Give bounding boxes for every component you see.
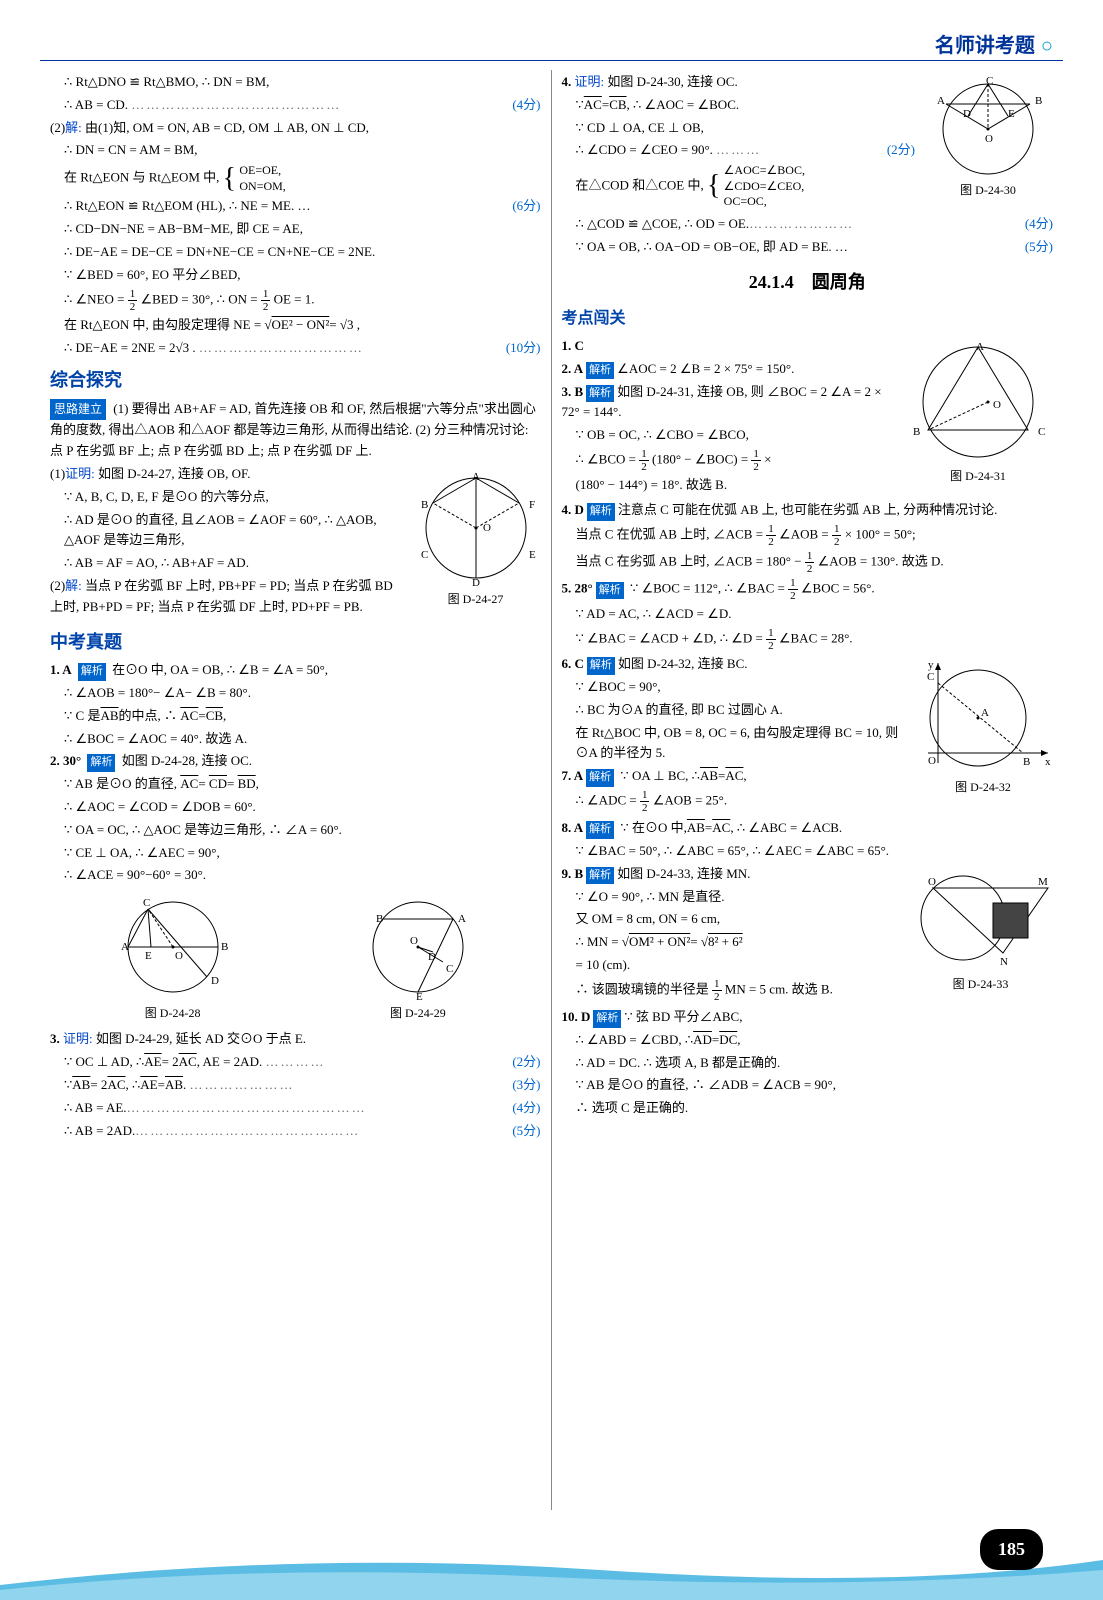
text-line: ∴ DN = CN = AM = BM, bbox=[50, 140, 541, 161]
text-line: ∴ AD = DC. ∴ 选项 A, B 都是正确的. bbox=[562, 1053, 1054, 1074]
text-line: ∴ ∠ACE = 90°−60° = 30°. bbox=[50, 865, 541, 886]
text-line: ∵ AB 是⊙O 的直径, AC= CD= BD, bbox=[50, 774, 541, 795]
text-line: ∴ DE−AE = DE−CE = DN+NE−CE = CN+NE−CE = … bbox=[50, 242, 541, 263]
q2: 2. 30° 解析 如图 D-24-28, 连接 OC. bbox=[50, 751, 541, 772]
svg-text:O: O bbox=[928, 876, 936, 888]
q8r: 8. A解析 ∵ 在⊙O 中,AB=AC, ∴ ∠ABC = ∠ACB. bbox=[562, 818, 1054, 839]
figure-d-24-32: x y C A B O 图 D-24-32 bbox=[913, 658, 1053, 797]
q10r: 10. D解析∵ 弦 BD 平分∠ABC, bbox=[562, 1007, 1054, 1028]
svg-text:B: B bbox=[221, 941, 228, 953]
svg-text:O: O bbox=[175, 950, 183, 962]
svg-text:F: F bbox=[529, 499, 535, 511]
q3: 3. 证明: 如图 D-24-29, 延长 AD 交⊙O 于点 E. bbox=[50, 1029, 541, 1050]
text-line: ∴ ∠AOB = 180°− ∠A− ∠B = 80°. bbox=[50, 683, 541, 704]
text-line: ∴ Rt△DNO ≌ Rt△BMO, ∴ DN = BM, bbox=[50, 72, 541, 93]
header-title: 名师讲考题○ bbox=[935, 30, 1053, 62]
svg-text:C: C bbox=[446, 963, 453, 975]
svg-text:C: C bbox=[927, 671, 934, 683]
svg-text:D: D bbox=[472, 577, 480, 588]
text-line: 当点 C 在劣弧 AB 上时, ∠ACB = 180° − 12 ∠AOB = … bbox=[562, 550, 1054, 575]
svg-text:B: B bbox=[1035, 95, 1042, 107]
svg-text:M: M bbox=[1038, 876, 1048, 888]
text-line: 当点 C 在优弧 AB 上时, ∠ACB = 12 ∠AOB = 12 × 10… bbox=[562, 523, 1054, 548]
svg-text:O: O bbox=[993, 399, 1001, 411]
svg-text:E: E bbox=[529, 549, 536, 561]
svg-text:y: y bbox=[928, 659, 934, 671]
text-line: ∵ ∠BED = 60°, EO 平分∠BED, bbox=[50, 265, 541, 286]
section-zonghe: 综合探究 bbox=[50, 366, 541, 395]
text-line: ∵ OA = OB, ∴ OA−OD = OB−OE, 即 AD = BE. …… bbox=[562, 237, 1054, 258]
section-kaodian: 考点闯关 bbox=[562, 306, 1054, 332]
text-line: ∴ AB = AE.…………………………………………(4分) bbox=[50, 1098, 541, 1119]
q1: 1. A 解析 在⊙O 中, OA = OB, ∴ ∠B = ∠A = 50°, bbox=[50, 660, 541, 681]
svg-text:A: A bbox=[981, 707, 989, 719]
svg-text:O: O bbox=[928, 755, 936, 767]
text-line: ∵ OA = OC, ∴ △AOC 是等边三角形, ∴ ∠A = 60°. bbox=[50, 820, 541, 841]
text-line: ∴ CD−DN−NE = AB−BM−ME, 即 CE = AE, bbox=[50, 219, 541, 240]
figure-d-24-33: O M N 图 D-24-33 bbox=[908, 868, 1053, 994]
q4r: 4. D解析注意点 C 可能在优弧 AB 上, 也可能在劣弧 AB 上, 分两种… bbox=[562, 500, 1054, 521]
figure-d-24-31: A B C O 图 D-24-31 bbox=[903, 340, 1053, 486]
text-line: ∴ DE−AE = 2NE = 2√3 . …………………………… (10分) bbox=[50, 338, 541, 359]
text-line: ∴ AB = CD. …………………………………… (4分) bbox=[50, 95, 541, 116]
page-number: 185 bbox=[980, 1529, 1043, 1570]
section-zhongkao: 中考真题 bbox=[50, 628, 541, 657]
svg-text:E: E bbox=[145, 950, 152, 962]
svg-text:B: B bbox=[376, 913, 383, 925]
svg-text:D: D bbox=[211, 975, 219, 987]
text-line: ∵ AD = AC, ∴ ∠ACD = ∠D. bbox=[562, 604, 1054, 625]
text-line: ∵ AB 是⊙O 的直径, ∴ ∠ADB = ∠ACB = 90°, bbox=[562, 1075, 1054, 1096]
text-line: ∴ AB = 2AD.………………………………………(5分) bbox=[50, 1121, 541, 1142]
footer-swoosh bbox=[0, 1545, 1103, 1600]
text-line: ∴ ∠ABD = ∠CBD, ∴AD=DC, bbox=[562, 1030, 1054, 1051]
top-rule bbox=[40, 60, 1063, 61]
svg-text:C: C bbox=[1038, 426, 1045, 438]
section-24-1-4-title: 24.1.4 圆周角 bbox=[562, 268, 1054, 297]
silu-badge: 思路建立 bbox=[50, 399, 106, 420]
svg-text:O: O bbox=[985, 133, 993, 145]
text-line: ∵ CE ⊥ OA, ∴ ∠AEC = 90°, bbox=[50, 843, 541, 864]
figure-d-24-30: C A B D E O 图 D-24-30 bbox=[923, 74, 1053, 200]
svg-text:N: N bbox=[1000, 956, 1008, 968]
figure-d-24-27: A F E D C B O 图 D-24-27 bbox=[411, 468, 541, 609]
right-column: C A B D E O 图 D-24-30 4. 证明: 如图 D-24-30,… bbox=[552, 70, 1064, 1510]
text-line: ∵AB= 2AC, ∴AE=AB. …………………(3分) bbox=[50, 1075, 541, 1096]
text-block: 思路建立 (1) 要得出 AB+AF = AD, 首先连接 OB 和 OF, 然… bbox=[50, 399, 541, 462]
text-line: ∴ 选项 C 是正确的. bbox=[562, 1098, 1054, 1119]
text-line: ∵ ∠BAC = ∠ACD + ∠D, ∴ ∠D = 12 ∠BAC = 28°… bbox=[562, 627, 1054, 652]
svg-text:B: B bbox=[913, 426, 920, 438]
svg-text:C: C bbox=[143, 897, 150, 909]
text-line: 在 Rt△EON 中, 由勾股定理得 NE = √OE² − ON²= √3 , bbox=[50, 315, 541, 336]
left-column: ∴ Rt△DNO ≌ Rt△BMO, ∴ DN = BM, ∴ AB = CD.… bbox=[40, 70, 552, 1510]
text-line: ∴ Rt△EON ≌ Rt△EOM (HL), ∴ NE = ME. …(6分) bbox=[50, 196, 541, 217]
text-line: ∵ ∠BAC = 50°, ∴ ∠ABC = 65°, ∴ ∠AEC = ∠AB… bbox=[562, 841, 1054, 862]
text-line: ∵ OC ⊥ AD, ∴AE= 2AC, AE = 2AD. …………(2分) bbox=[50, 1052, 541, 1073]
text-line: ∵ C 是AB的中点, ∴ AC=CB, bbox=[50, 706, 541, 727]
text-line: ∴ ∠BOC = ∠AOC = 40°. 故选 A. bbox=[50, 729, 541, 750]
text-line: (2)解: 由(1)知, OM = ON, AB = CD, OM ⊥ AB, … bbox=[50, 118, 541, 139]
content-columns: ∴ Rt△DNO ≌ Rt△BMO, ∴ DN = BM, ∴ AB = CD.… bbox=[40, 70, 1063, 1510]
svg-text:x: x bbox=[1045, 756, 1051, 768]
svg-text:E: E bbox=[416, 991, 423, 1002]
text-line: ∴ ∠AOC = ∠COD = ∠DOB = 60°. bbox=[50, 797, 541, 818]
text-line: 在 Rt△EON 与 Rt△EOM 中, { OE=OE,ON=OM, bbox=[50, 163, 541, 194]
svg-text:B: B bbox=[421, 499, 428, 511]
text-line: ∴ △COD ≌ △COE, ∴ OD = OE.…………………(4分) bbox=[562, 214, 1054, 235]
text-line: ∴ ∠NEO = 12 ∠BED = 30°, ∴ ON = 12 OE = 1… bbox=[50, 288, 541, 313]
svg-text:A: A bbox=[458, 913, 466, 925]
q5r: 5. 28°解析 ∵ ∠BOC = 112°, ∴ ∠BAC = 12 ∠BOC… bbox=[562, 577, 1054, 602]
svg-text:A: A bbox=[121, 941, 129, 953]
svg-text:O: O bbox=[410, 935, 418, 947]
svg-text:A: A bbox=[937, 95, 945, 107]
svg-text:B: B bbox=[1023, 756, 1030, 768]
figure-row-28-29: A B C D E O 图 D-24-28 B A O C D bbox=[50, 892, 541, 1023]
svg-text:C: C bbox=[421, 549, 428, 561]
svg-text:O: O bbox=[483, 522, 491, 534]
